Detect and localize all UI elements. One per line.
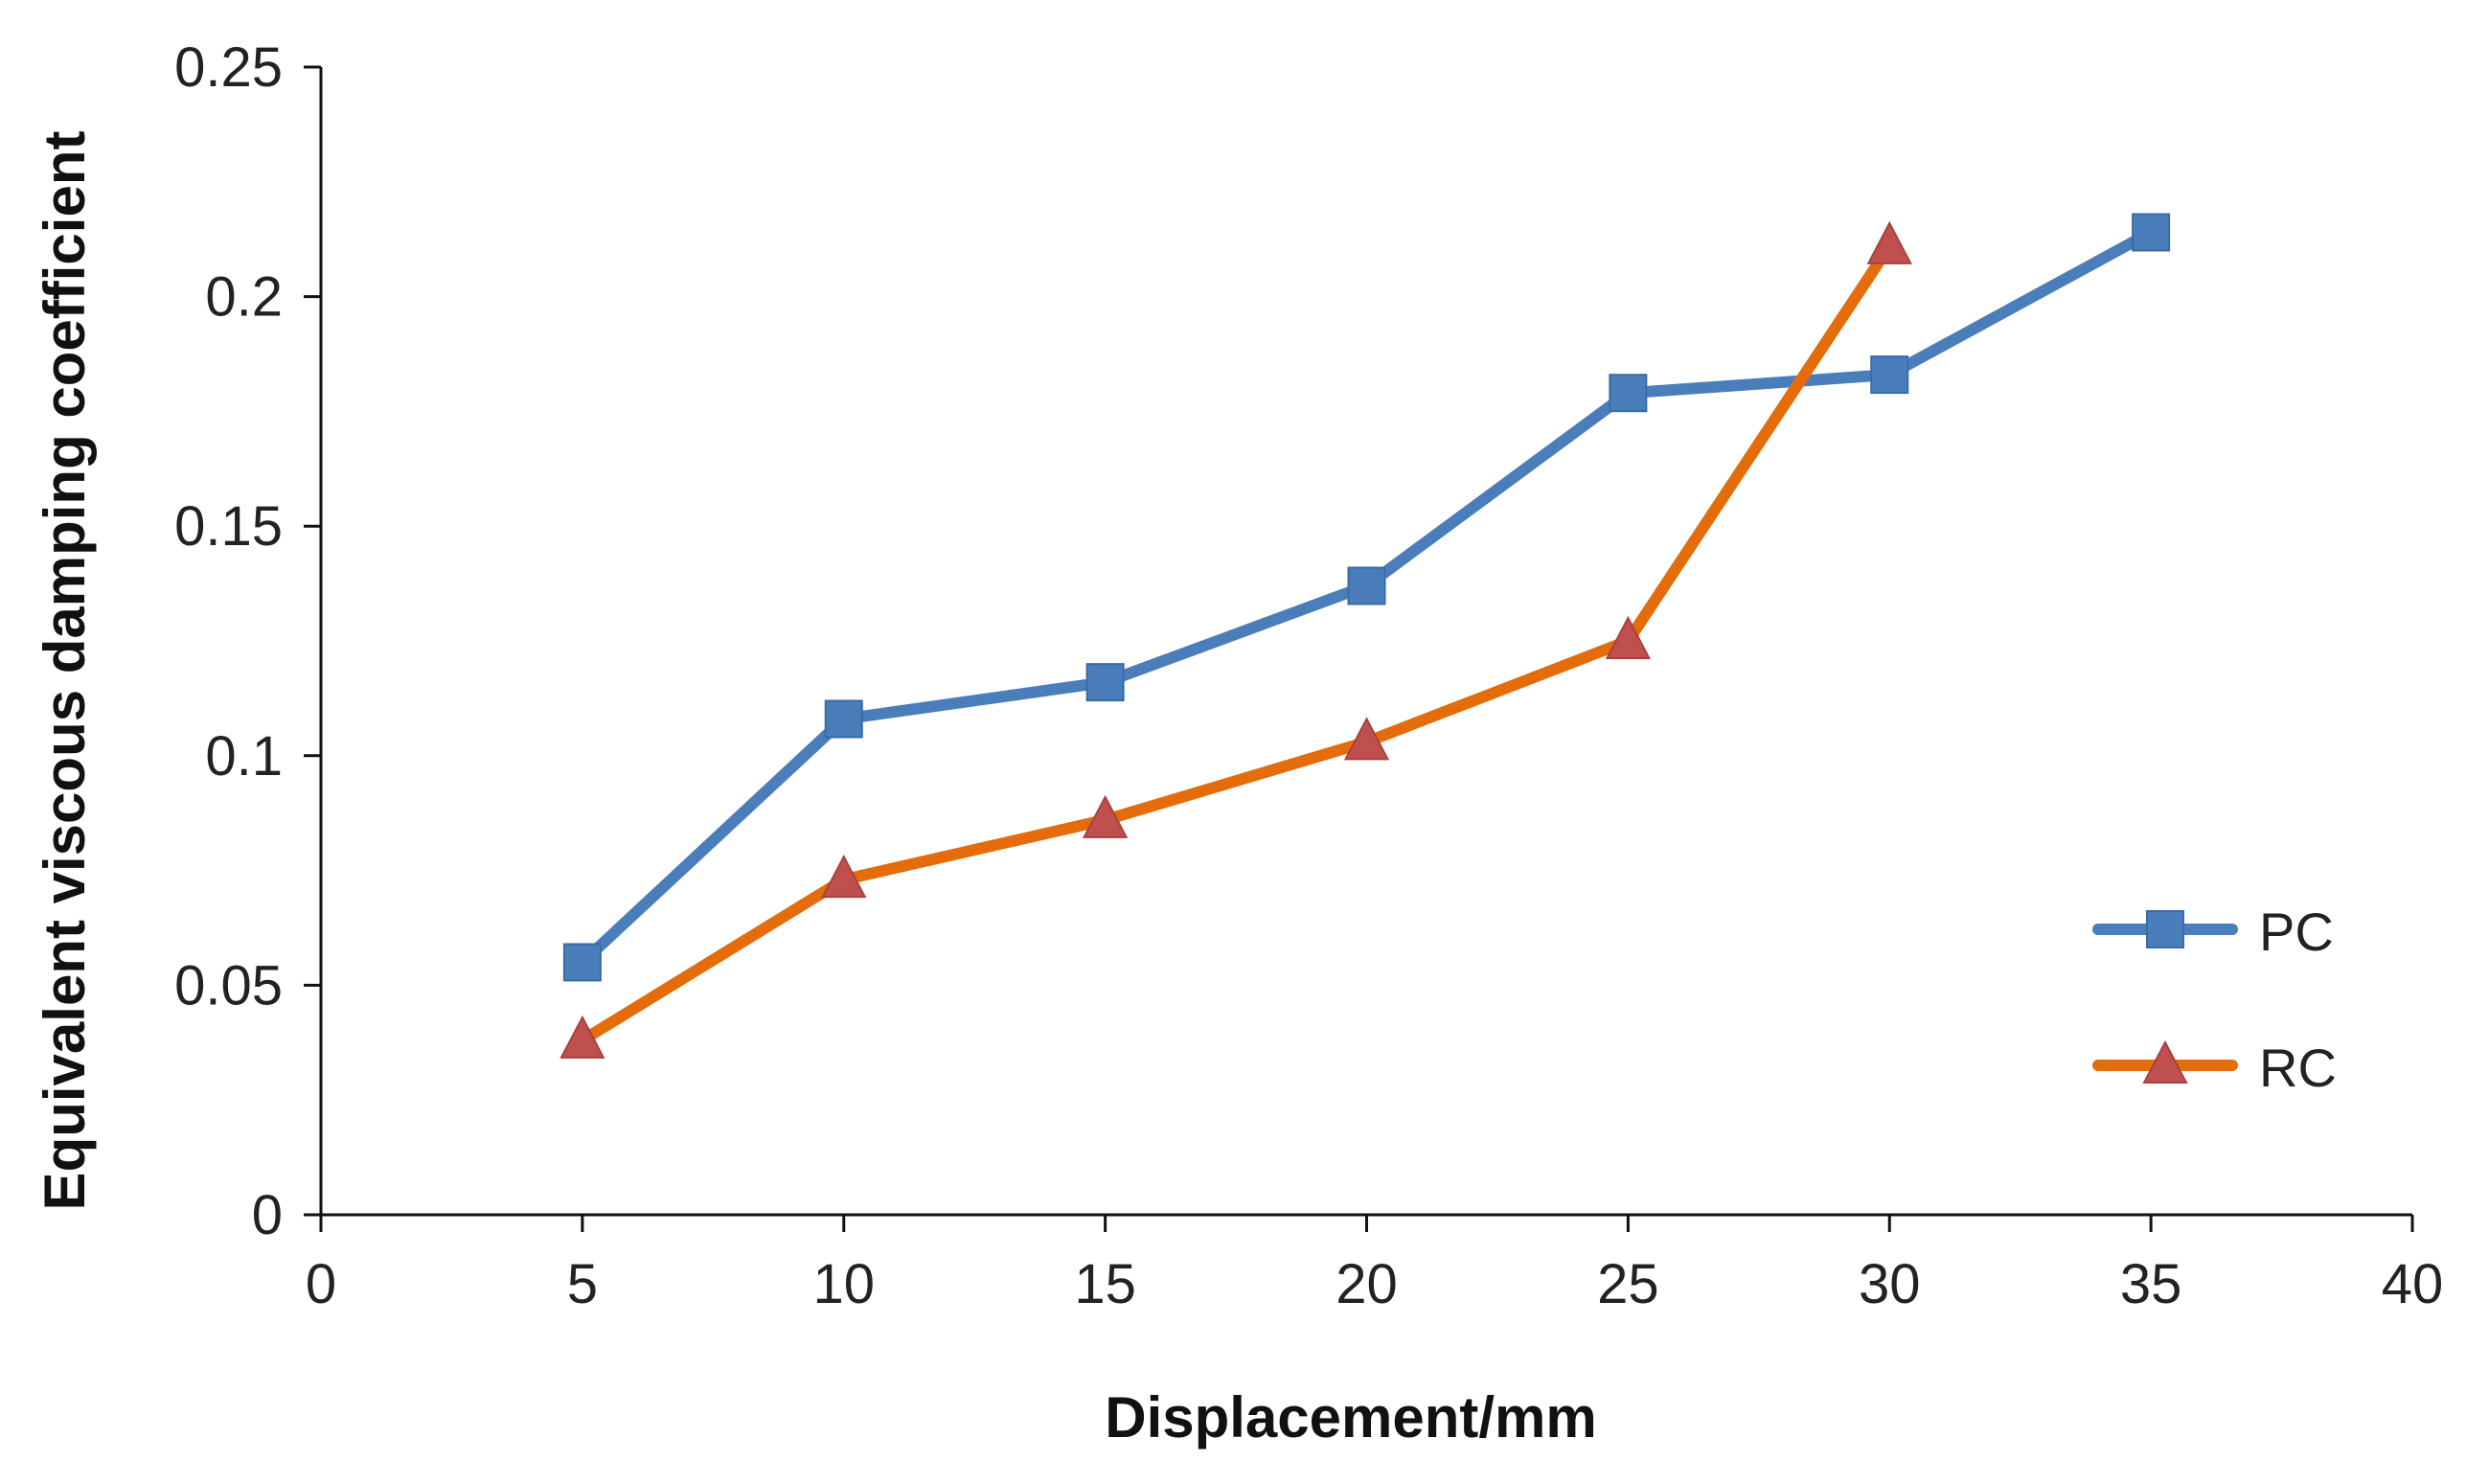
data-point-pc (1609, 374, 1648, 413)
x-tick-label: 20 (1336, 1253, 1398, 1315)
y-tick-label: 0.05 (174, 954, 283, 1016)
data-point-rc (559, 1015, 605, 1059)
x-tick-label: 30 (1859, 1253, 1921, 1315)
y-tick-label: 0.2 (205, 266, 283, 329)
data-point-pc (1085, 663, 1125, 702)
y-tick-label: 0.25 (174, 36, 283, 99)
x-tick-label: 25 (1597, 1253, 1659, 1315)
legend-item-pc: PC (2092, 902, 2334, 962)
series-pc (562, 213, 2171, 982)
y-tick-label: 0.1 (205, 725, 283, 788)
x-tick-label: 35 (2120, 1253, 2182, 1315)
data-point-pc (824, 699, 863, 739)
data-point-pc (1870, 355, 1909, 395)
x-tick-label: 0 (306, 1253, 336, 1315)
data-series (559, 213, 2171, 1059)
legend-swatch-marker (2142, 1039, 2188, 1084)
y-axis-title: Equivalent viscous damping coefficient (33, 131, 97, 1211)
data-point-pc (562, 943, 602, 982)
series-line-rc (576, 240, 1896, 1046)
data-point-rc (821, 855, 867, 899)
y-tick-label: 0.15 (174, 495, 283, 558)
series-rc (559, 220, 1912, 1059)
y-axis-ticks: 0 0.05 0.1 0.15 0.2 0.25 (174, 36, 321, 1246)
legend-label: PC (2259, 902, 2334, 962)
data-point-pc (2132, 213, 2171, 252)
x-tick-label: 40 (2382, 1253, 2444, 1315)
y-tick-label: 0 (252, 1184, 283, 1246)
data-point-rc (1605, 615, 1652, 659)
data-point-rc (1343, 717, 1390, 761)
legend-swatch-marker (2146, 910, 2184, 948)
x-tick-label: 15 (1074, 1253, 1136, 1315)
data-point-rc (1082, 794, 1129, 838)
data-point-pc (1347, 566, 1386, 605)
x-tick-label: 5 (567, 1253, 598, 1315)
legend-label: RC (2259, 1038, 2337, 1098)
data-point-rc (1866, 220, 1912, 264)
axes (319, 67, 2412, 1217)
x-axis-ticks: 0 5 10 15 20 25 30 35 40 (306, 1215, 2443, 1315)
x-axis-title: Displacement/mm (1105, 1385, 1597, 1450)
legend: PC RC (2092, 902, 2337, 1098)
legend-item-rc: RC (2092, 1038, 2337, 1098)
x-tick-label: 10 (812, 1253, 875, 1315)
